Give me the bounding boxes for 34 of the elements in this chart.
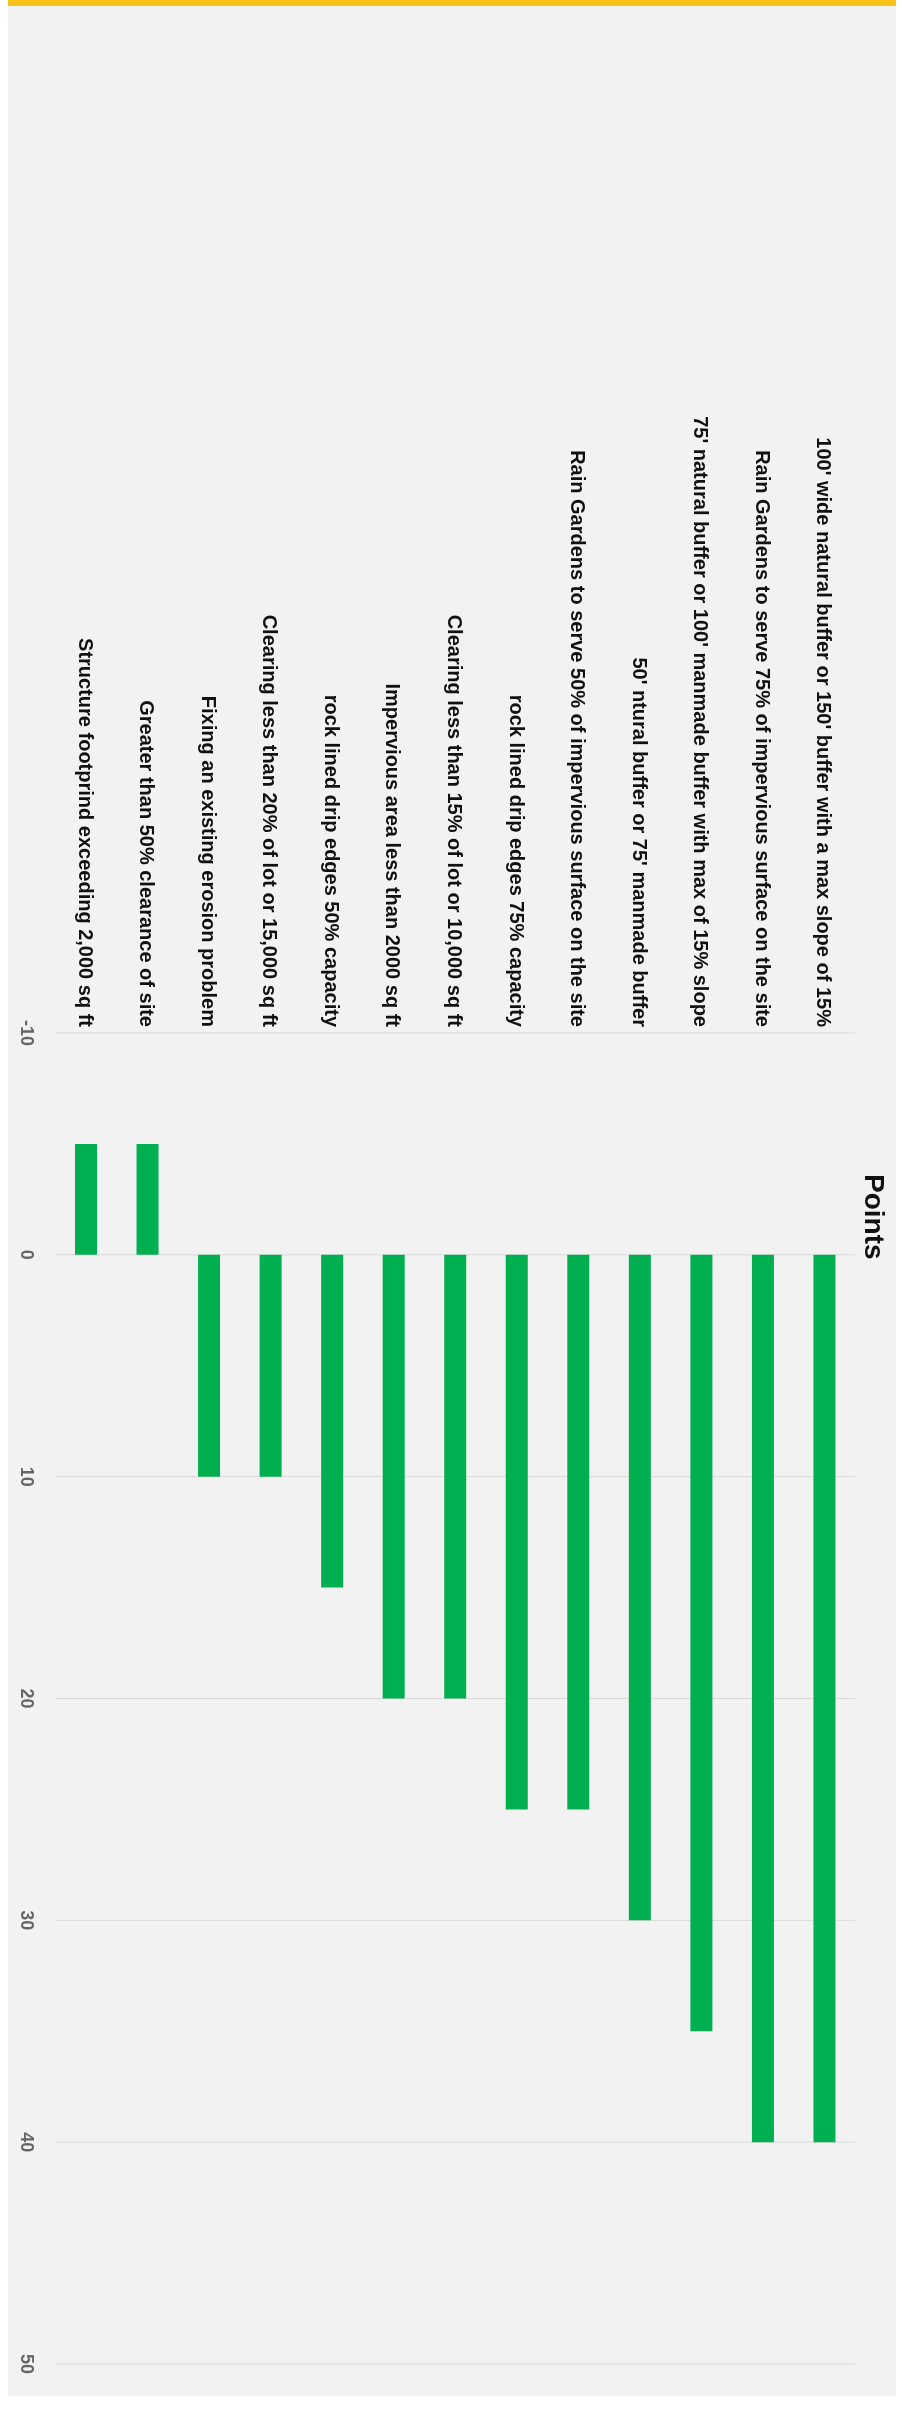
x-tick-label: 100' wide natural buffer or 150' buffer with a max slope of 15% — [813, 437, 836, 1028]
bar — [382, 1254, 405, 1699]
bar — [136, 1143, 159, 1255]
bar — [505, 1254, 528, 1810]
bar — [444, 1254, 467, 1699]
y-tick-label: 0 — [16, 1249, 37, 1260]
x-tick-label: 50' ntural buffer or 75' manmade buffer — [628, 657, 651, 1028]
x-tick-label: rock lined drip edges 50% capacity — [320, 694, 343, 1028]
x-tick-label: Rain Gardens to serve 50% of impervious surface on the site — [567, 450, 590, 1027]
bar — [751, 1254, 774, 2143]
x-tick-label: Clearing less than 15% of lot or 10,000 sq ft — [444, 614, 466, 1028]
bar — [198, 1254, 221, 1477]
y-tick-label: -10 — [16, 1019, 37, 1047]
bar — [75, 1143, 97, 1255]
bar — [321, 1254, 344, 1588]
bar — [628, 1254, 651, 1921]
bar — [813, 1254, 836, 2143]
x-tick-label: Clearing less than 20% of lot or 15,000 sq ft — [259, 614, 282, 1028]
x-tick-label: Rain Gardens to serve 75% of impervious surface on the site — [751, 450, 774, 1027]
x-tick-label: Structure footprind exceeding 2,000 sq ft — [74, 638, 97, 1028]
y-tick-label: 40 — [16, 2132, 37, 2153]
x-tick-label: Greater than 50% clearance of site — [136, 700, 159, 1027]
x-tick-label: Impervious area less than 2000 sq ft — [382, 683, 405, 1028]
x-tick-label: 75' natural buffer or 100' manmade buffer with max of 15% slope — [690, 416, 713, 1027]
x-tick-label: Fixing an existing erosion problem — [197, 695, 220, 1027]
y-tick-label: 10 — [16, 1466, 37, 1487]
bar — [259, 1254, 282, 1477]
y-tick-label: 30 — [16, 1910, 37, 1931]
x-tick-label: rock lined drip edges 75% capacity — [505, 694, 528, 1028]
y-tick-label: 50 — [16, 2353, 37, 2375]
bar — [567, 1254, 590, 1810]
y-tick-label: 20 — [16, 1688, 37, 1709]
text: Points — [858, 1174, 890, 1260]
bar — [690, 1254, 713, 2032]
